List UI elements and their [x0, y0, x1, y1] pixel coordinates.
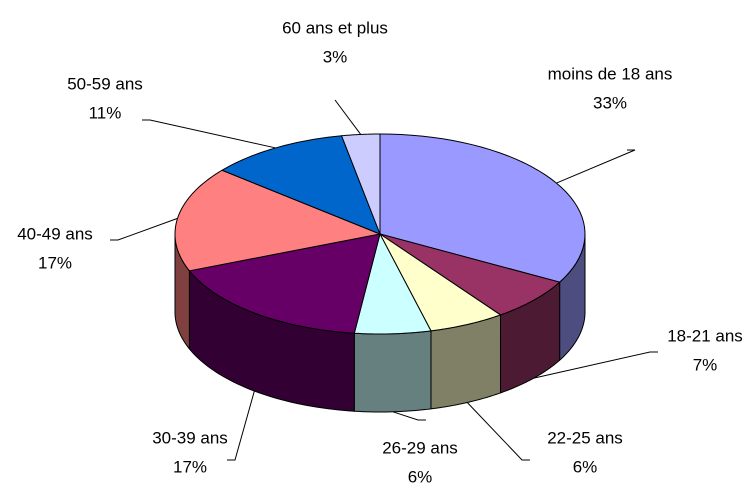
value-label: 6%: [408, 467, 433, 486]
leader-line: [142, 119, 276, 149]
leader-line: [227, 390, 255, 461]
value-label: 17%: [38, 253, 72, 272]
leader-line: [392, 411, 426, 421]
value-label: 6%: [573, 457, 598, 476]
leader-line: [533, 351, 658, 379]
leader-line: [466, 402, 530, 461]
category-label: 22-25 ans: [547, 428, 623, 447]
leader-line: [110, 217, 178, 241]
slice: [188, 233, 381, 334]
value-label: 3%: [323, 47, 348, 66]
category-label: 40-49 ans: [17, 224, 93, 243]
leader-line: [334, 99, 362, 135]
slice: [353, 232, 432, 335]
category-label: 18-21 ans: [667, 326, 743, 345]
slice: [340, 133, 381, 235]
slice: [379, 233, 561, 316]
category-label: 26-29 ans: [382, 438, 458, 457]
value-label: 11%: [89, 103, 122, 122]
value-label: 33%: [593, 93, 627, 112]
category-label: 30-39 ans: [152, 428, 228, 447]
category-label: 60 ans et plus: [282, 18, 388, 37]
leader-line: [556, 149, 636, 184]
slice: [220, 135, 381, 235]
slice: [379, 133, 586, 283]
value-label: 7%: [693, 355, 718, 374]
slice: [379, 233, 502, 332]
category-label: moins de 18 ans: [548, 64, 673, 83]
slice-side: [353, 330, 432, 413]
value-label: 17%: [173, 457, 207, 476]
category-label: 50-59 ans: [67, 74, 143, 93]
